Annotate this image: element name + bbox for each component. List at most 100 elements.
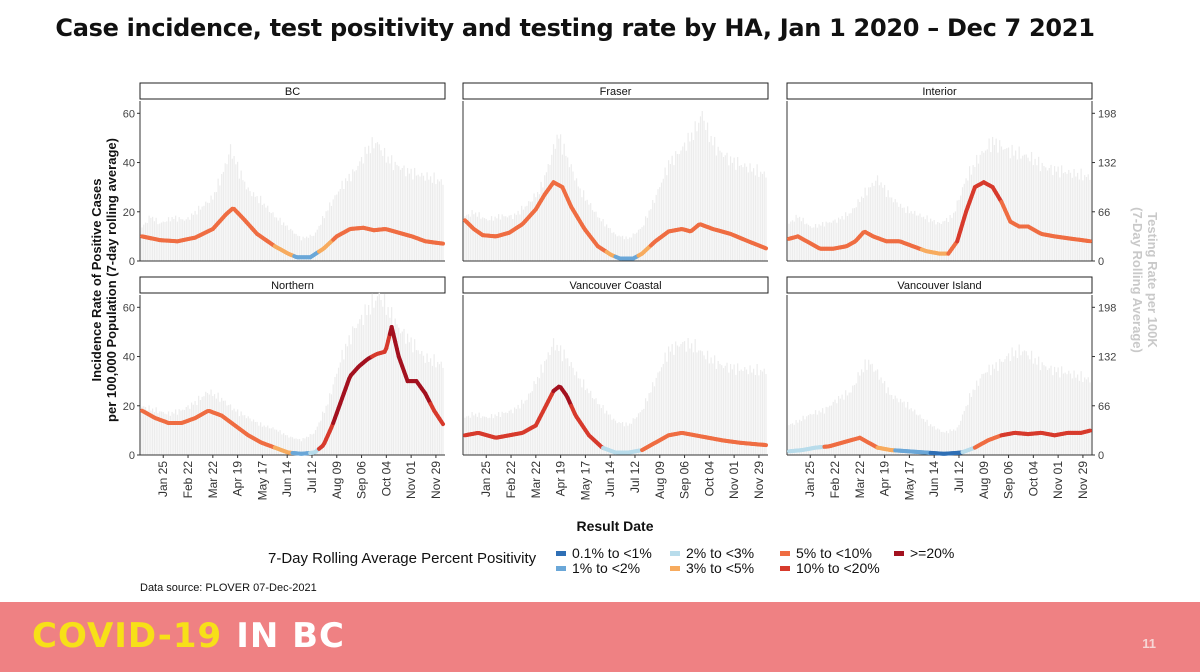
panel-title: Vancouver Island bbox=[897, 280, 981, 292]
x-tick-label: Apr 19 bbox=[231, 461, 245, 497]
panel-vancouver-island: Vancouver Island 0 66 132 198 Jan 25 Feb 22 Mar… bbox=[786, 276, 1116, 501]
panel-northern: Northern 0 20 40 60 Jan 25 Feb 22 Mar 22 Apr 19 M… bbox=[123, 276, 446, 501]
x-tick-label: Nov 29 bbox=[1076, 461, 1090, 499]
x-tick-label: Jan 25 bbox=[803, 461, 817, 497]
incidence-series bbox=[463, 384, 768, 455]
x-tick-label: Oct 04 bbox=[379, 461, 393, 497]
legend-label: 1% to <2% bbox=[572, 560, 640, 576]
legend-label: >=20% bbox=[910, 545, 954, 561]
legend-label: 2% to <3% bbox=[686, 545, 754, 561]
panel-title: Vancouver Coastal bbox=[569, 280, 661, 292]
testing-rate-bars bbox=[464, 337, 767, 455]
incidence-series bbox=[787, 428, 1092, 456]
legend-title: 7-Day Rolling Average Percent Positivity bbox=[268, 550, 537, 567]
data-source: Data source: PLOVER 07-Dec-2021 bbox=[140, 582, 317, 594]
x-tick-label: Jan 25 bbox=[156, 461, 170, 497]
x-tick-label: Nov 01 bbox=[404, 461, 418, 499]
legend-swatch bbox=[780, 566, 790, 571]
x-tick-label: Sep 06 bbox=[1002, 461, 1016, 499]
panel-bc: BC 0 20 40 60 bbox=[123, 82, 446, 268]
x-tick-label: Jun 14 bbox=[603, 461, 617, 497]
legend-swatch bbox=[894, 551, 904, 556]
y2-axis-title: Testing Rate per 100K (7-Day Rolling Ave… bbox=[1130, 207, 1160, 353]
y2-axis-title-line1: Testing Rate per 100K bbox=[1145, 212, 1160, 348]
y-tick-label: 0 bbox=[129, 450, 135, 462]
x-tick-label: Nov 01 bbox=[727, 461, 741, 499]
legend-label: 5% to <10% bbox=[796, 545, 872, 561]
x-tick-label: Aug 09 bbox=[977, 461, 991, 499]
panel-strip bbox=[139, 276, 446, 294]
x-tick-label: Mar 22 bbox=[529, 461, 543, 499]
legend-label: 10% to <20% bbox=[796, 560, 880, 576]
y-axis-title-line2: per 100,000 Population (7-day rolling av… bbox=[104, 138, 119, 422]
panel-strip bbox=[786, 82, 1093, 100]
x-tick-label: Apr 19 bbox=[878, 461, 892, 497]
testing-rate-bars bbox=[788, 344, 1091, 455]
testing-rate-bars bbox=[141, 137, 444, 261]
x-tick-label: Feb 22 bbox=[504, 461, 518, 499]
brand-in-bc: IN BC bbox=[236, 616, 345, 656]
legend-swatch bbox=[670, 566, 680, 571]
x-tick-label: Sep 06 bbox=[355, 461, 369, 499]
legend: 0.1% to <1%1% to <2% 2% to <3%3% to <5% 5%… bbox=[556, 545, 954, 576]
x-tick-label: Nov 29 bbox=[752, 461, 766, 499]
panel-strip bbox=[786, 276, 1093, 294]
slide-title: Case incidence, test positivity and test… bbox=[55, 14, 1095, 42]
y-tick-label: 40 bbox=[123, 352, 135, 364]
y-tick-label: 40 bbox=[123, 158, 135, 170]
legend-label: 0.1% to <1% bbox=[572, 545, 652, 561]
panels-layer: BC 0 20 40 60 Fraser Interior 0 66 132 198 Northern… bbox=[123, 82, 1116, 501]
brand-covid: COVID-19 bbox=[32, 616, 223, 656]
testing-rate-bars bbox=[464, 110, 767, 261]
x-tick-label: Aug 09 bbox=[653, 461, 667, 499]
x-tick-label: Oct 04 bbox=[702, 461, 716, 497]
incidence-series bbox=[140, 325, 445, 456]
y2-tick-label: 132 bbox=[1098, 158, 1116, 170]
y2-tick-label: 132 bbox=[1098, 352, 1116, 364]
x-tick-label: Feb 22 bbox=[181, 461, 195, 499]
legend-swatch bbox=[670, 551, 680, 556]
legend-swatch bbox=[556, 551, 566, 556]
y-tick-label: 60 bbox=[123, 108, 135, 120]
y-axis-title: Incidence Rate of Positive Cases per 100… bbox=[89, 138, 119, 422]
panel-strip bbox=[462, 276, 769, 294]
x-tick-label: May 17 bbox=[902, 461, 916, 501]
x-tick-label: Jul 12 bbox=[305, 461, 319, 493]
legend-label: 3% to <5% bbox=[686, 560, 754, 576]
panel-title: Northern bbox=[271, 280, 314, 292]
x-tick-label: Feb 22 bbox=[828, 461, 842, 499]
x-tick-label: Oct 04 bbox=[1026, 461, 1040, 497]
panel-title: Fraser bbox=[600, 86, 632, 98]
x-tick-label: Jan 25 bbox=[479, 461, 493, 497]
x-tick-label: Nov 01 bbox=[1051, 461, 1065, 499]
incidence-segment bbox=[439, 419, 445, 427]
y2-axis-title-line2: (7-Day Rolling Average) bbox=[1130, 207, 1145, 353]
x-tick-label: May 17 bbox=[255, 461, 269, 501]
y2-tick-label: 66 bbox=[1098, 207, 1110, 219]
legend-swatch bbox=[556, 566, 566, 571]
panel-title: Interior bbox=[922, 86, 957, 98]
y2-tick-label: 198 bbox=[1098, 302, 1116, 314]
incidence-series bbox=[463, 180, 768, 261]
incidence-segment bbox=[762, 245, 768, 251]
y2-tick-label: 66 bbox=[1098, 401, 1110, 413]
incidence-series bbox=[140, 206, 445, 260]
panel-interior: Interior 0 66 132 198 bbox=[786, 82, 1116, 268]
y-tick-label: 60 bbox=[123, 302, 135, 314]
x-tick-label: Sep 06 bbox=[678, 461, 692, 499]
x-tick-label: May 17 bbox=[578, 461, 592, 501]
panel-strip bbox=[462, 82, 769, 100]
panel-title: BC bbox=[285, 86, 300, 98]
x-tick-label: Apr 19 bbox=[554, 461, 568, 497]
y2-tick-label: 0 bbox=[1098, 450, 1104, 462]
panel-strip bbox=[139, 82, 446, 100]
legend-swatch bbox=[780, 551, 790, 556]
y-tick-label: 20 bbox=[123, 401, 135, 413]
page-number: 11 bbox=[1142, 636, 1156, 651]
x-tick-label: Aug 09 bbox=[330, 461, 344, 499]
y-tick-label: 0 bbox=[129, 256, 135, 268]
testing-rate-bars bbox=[788, 136, 1091, 261]
x-tick-label: Jun 14 bbox=[927, 461, 941, 497]
y-tick-label: 20 bbox=[123, 207, 135, 219]
testing-rate-bars bbox=[141, 292, 444, 455]
